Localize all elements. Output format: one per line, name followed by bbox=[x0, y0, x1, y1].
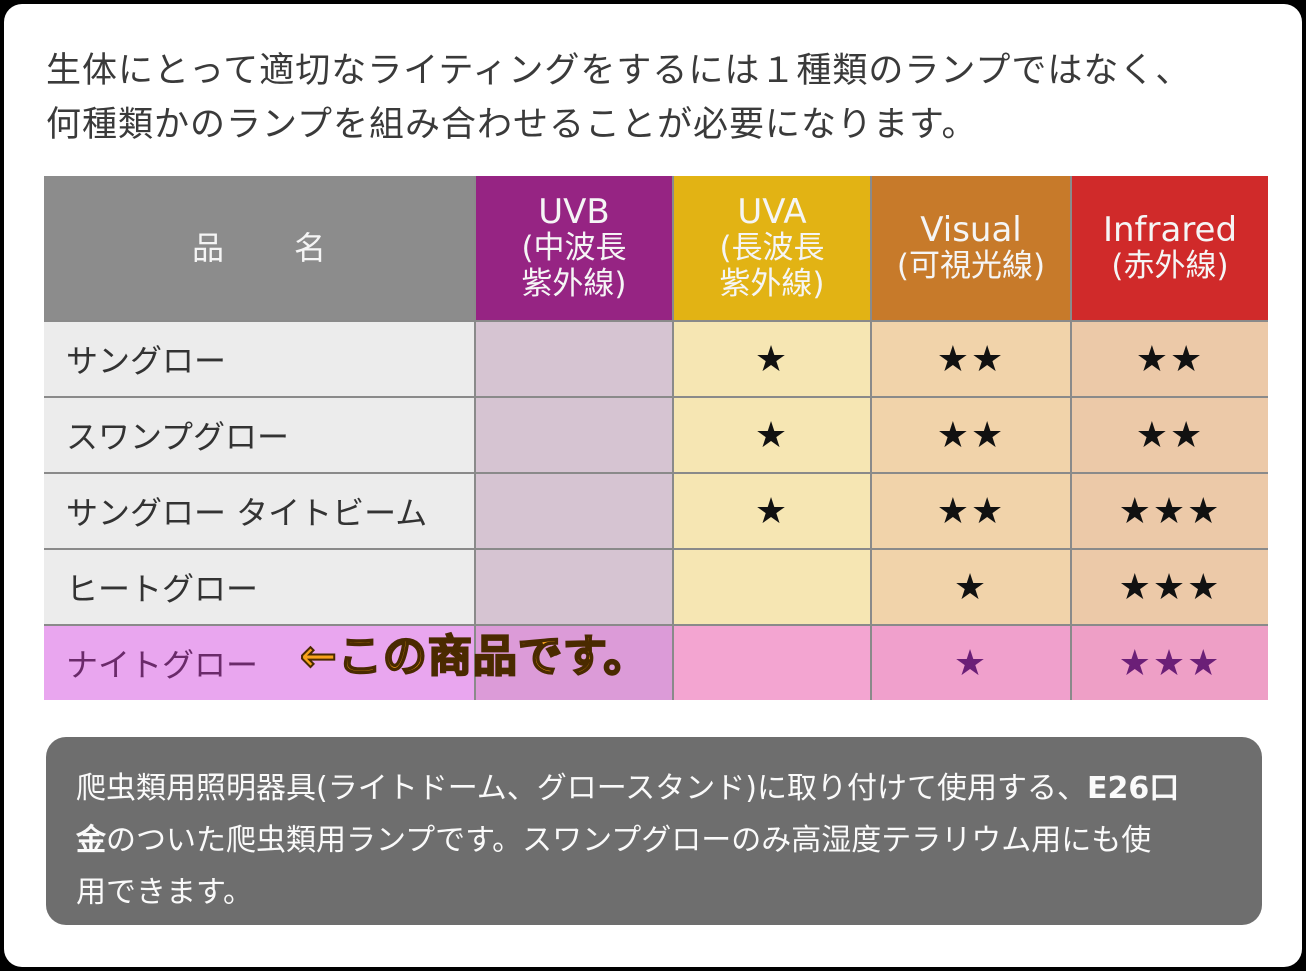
intro-line-2: 何種類かのランプを組み合わせることが必要になります。 bbox=[46, 105, 978, 145]
footer-line-1-text: 爬虫類用照明器具(ライトドーム、グロースタンド)に取り付けて使用する、 bbox=[76, 771, 1088, 806]
header-uvb: UVB (中波長 紫外線) bbox=[476, 176, 672, 320]
row-swampglo-infrared: ★★ bbox=[1072, 398, 1268, 472]
row-swampglo-uvb bbox=[476, 398, 672, 472]
header-uvb-en: UVB bbox=[538, 192, 610, 232]
footer-line-1: 爬虫類用照明器具(ライトドーム、グロースタンド)に取り付けて使用する、E26口 bbox=[76, 763, 1232, 815]
intro-text: 生体にとって適切なライティングをするには１種類のランプではなく、 何種類かのラン… bbox=[46, 44, 1276, 152]
footer-line-2: 金のついた爬虫類用ランプです。スワンプグローのみ高湿度テラリウム用にも使 bbox=[76, 815, 1232, 867]
header-visual: Visual (可視光線) bbox=[872, 176, 1070, 320]
this-product-annotation: ←この商品です。 bbox=[299, 630, 649, 683]
header-infrared: Infrared (赤外線) bbox=[1072, 176, 1268, 320]
row-nightglo-uva bbox=[674, 626, 870, 700]
row-heatglo-uvb bbox=[476, 550, 672, 624]
row-heatglo-uva bbox=[674, 550, 870, 624]
row-tightbeam-uva: ★ bbox=[674, 474, 870, 548]
footer-line-1-bold: E26口 bbox=[1087, 771, 1180, 806]
row-tightbeam-uvb bbox=[476, 474, 672, 548]
footer-description: 爬虫類用照明器具(ライトドーム、グロースタンド)に取り付けて使用する、E26口 … bbox=[46, 737, 1262, 925]
row-nightglo-visual: ★ bbox=[872, 626, 1070, 700]
row-sunglo-uvb bbox=[476, 322, 672, 396]
row-heatglo-infrared: ★★★ bbox=[1072, 550, 1268, 624]
row-name-sunglo: サングロー bbox=[44, 322, 474, 396]
row-sunglo-infrared: ★★ bbox=[1072, 322, 1268, 396]
footer-line-3: 用できます。 bbox=[76, 875, 253, 910]
row-sunglo-uva: ★ bbox=[674, 322, 870, 396]
header-uva: UVA (長波長 紫外線) bbox=[674, 176, 870, 320]
row-heatglo-visual: ★ bbox=[872, 550, 1070, 624]
row-name-nightglo: ナイトグロー bbox=[44, 626, 474, 700]
header-uva-jp2: 紫外線) bbox=[719, 266, 825, 302]
row-swampglo-visual: ★★ bbox=[872, 398, 1070, 472]
row-swampglo-uva: ★ bbox=[674, 398, 870, 472]
header-uvb-jp1: (中波長 bbox=[521, 230, 627, 266]
row-sunglo-visual: ★★ bbox=[872, 322, 1070, 396]
row-tightbeam-infrared: ★★★ bbox=[1072, 474, 1268, 548]
header-infrared-jp1: (赤外線) bbox=[1111, 248, 1229, 284]
header-uvb-jp2: 紫外線) bbox=[521, 266, 627, 302]
header-infrared-en: Infrared bbox=[1102, 210, 1238, 250]
row-tightbeam-visual: ★★ bbox=[872, 474, 1070, 548]
header-uva-jp1: (長波長 bbox=[719, 230, 825, 266]
header-visual-jp1: (可視光線) bbox=[896, 248, 1046, 284]
header-uva-en: UVA bbox=[737, 192, 807, 232]
footer-line-2-text: のついた爬虫類用ランプです。スワンプグローのみ高湿度テラリウム用にも使 bbox=[106, 823, 1152, 858]
row-name-sunglo-tightbeam: サングロー タイトビーム bbox=[44, 474, 474, 548]
row-name-swampglo: スワンプグロー bbox=[44, 398, 474, 472]
row-nightglo-uvb bbox=[476, 626, 672, 700]
header-visual-en: Visual bbox=[920, 210, 1022, 250]
header-product-name: 品名 bbox=[44, 176, 474, 320]
footer-line-2-bold: 金 bbox=[76, 823, 106, 858]
row-nightglo-infrared: ★★★ bbox=[1072, 626, 1268, 700]
lamp-comparison-table: 品名 UVB (中波長 紫外線) UVA (長波長 紫外線) Visual (可… bbox=[44, 176, 1268, 700]
intro-line-1: 生体にとって適切なライティングをするには１種類のランプではなく、 bbox=[46, 51, 1192, 91]
row-name-heatglo: ヒートグロー bbox=[44, 550, 474, 624]
